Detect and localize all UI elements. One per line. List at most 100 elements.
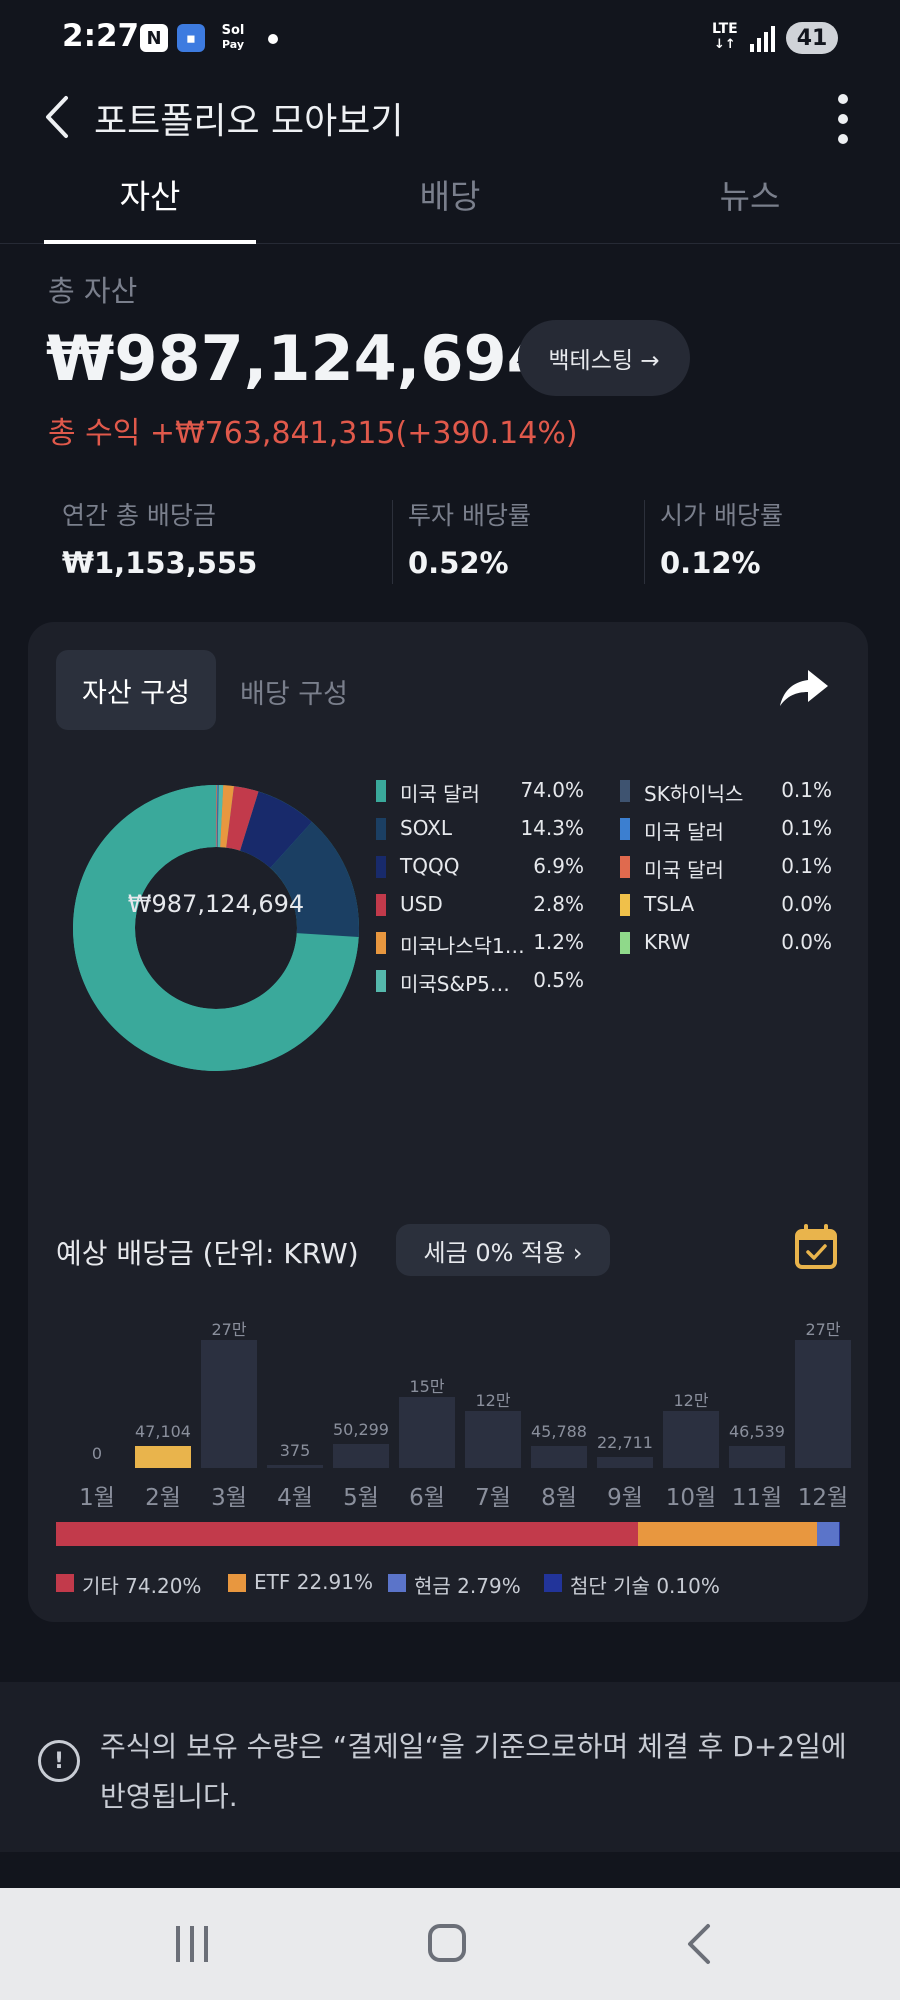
legend-percent: 1.2% <box>533 930 584 954</box>
legend-name: SK하이닉스 <box>644 782 744 806</box>
bar-value-label: 27만 <box>211 1320 247 1339</box>
dividend-bar[interactable] <box>333 1444 389 1468</box>
legend-swatch <box>376 894 386 916</box>
sector-label: 현금 2.79% <box>414 1574 521 1598</box>
dividend-bar[interactable] <box>135 1445 191 1468</box>
bar-value-label: 46,539 <box>729 1421 785 1441</box>
legend-name: 미국 달러 <box>644 858 724 882</box>
legend-percent: 0.0% <box>781 930 832 954</box>
legend-name: USD <box>400 892 443 916</box>
naver-notification-icon: N <box>140 24 168 52</box>
home-icon[interactable] <box>428 1924 466 1962</box>
settlement-notice: ! 주식의 보유 수량은 “결제일“을 기준으로하며 체결 후 D+2일에 반영… <box>0 1682 900 1852</box>
total-assets-value: ₩987,124,694 <box>46 322 550 395</box>
month-label: 8월 <box>541 1485 577 1511</box>
sector-label: ETF 22.91% <box>254 1570 373 1594</box>
bar-value-label: 22,711 <box>597 1433 653 1453</box>
sector-stacked-bar <box>56 1522 840 1546</box>
bar-value-label: 50,299 <box>333 1420 389 1440</box>
legend-name: 미국 달러 <box>644 820 724 844</box>
tab-dividend-composition[interactable]: 배당 구성 <box>240 679 348 710</box>
tab-assets[interactable]: 자산 <box>119 177 181 216</box>
total-assets-label: 총 자산 <box>48 274 138 308</box>
donut-slice <box>225 786 259 851</box>
legend-item: 미국나스닥1… 1.2% <box>376 926 584 958</box>
sol-pay-top: Sol <box>221 23 245 38</box>
legend-percent: 74.0% <box>520 778 584 802</box>
dividend-bar[interactable] <box>267 1465 323 1468</box>
sector-swatch <box>228 1574 246 1592</box>
dividend-bar[interactable] <box>201 1340 257 1468</box>
sol-pay-icon: Sol Pay <box>217 20 249 56</box>
share-icon[interactable] <box>778 666 830 710</box>
legend-item: TSLA 0.0% <box>620 888 832 918</box>
month-label: 6월 <box>409 1485 445 1511</box>
month-label: 12월 <box>797 1485 849 1511</box>
bar-value-label: 45,788 <box>531 1422 587 1442</box>
tab-dividends[interactable]: 배당 <box>419 177 481 216</box>
battery-icon: 41 <box>786 22 838 54</box>
legend-item: KRW 0.0% <box>620 926 832 956</box>
tab-news[interactable]: 뉴스 <box>719 177 781 216</box>
dividend-bar[interactable] <box>465 1411 521 1468</box>
legend-swatch <box>620 894 630 916</box>
stat-market-yield: 시가 배당률 0.12% <box>646 496 783 588</box>
expected-dividend-bar-chart: 0 1월 47,104 2월 27만 3월 375 4월 50,299 5월 15만 6월 12만 7월 4… <box>56 1302 851 1542</box>
bar-value-label: 375 <box>279 1441 311 1460</box>
month-label: 5월 <box>343 1485 379 1511</box>
stat-investment-yield: 투자 배당률 0.52% <box>394 496 531 588</box>
portfolio-card: 자산 구성 배당 구성 ₩987,124,694 미국 달러 74.0% SOXL 1… <box>28 622 868 1622</box>
bar-value-label: 0 <box>91 1444 103 1463</box>
calendar-icon[interactable] <box>794 1224 838 1270</box>
legend-item: 미국S&P5… 0.5% <box>376 964 584 996</box>
legend-name: TQQQ <box>400 854 460 878</box>
legend-swatch <box>620 932 630 954</box>
donut-center-value: ₩987,124,694 <box>127 890 305 918</box>
asset-donut-chart <box>73 784 359 1071</box>
dividend-bar[interactable] <box>597 1457 653 1468</box>
stat-value: 0.12% <box>660 546 761 580</box>
dividend-bar[interactable] <box>729 1445 785 1468</box>
backtesting-button[interactable]: 백테스팅 → <box>518 320 690 396</box>
signal-icon <box>750 26 778 52</box>
tax-setting-chip[interactable]: 세금 0% 적용 › <box>396 1224 610 1276</box>
dividend-bar[interactable] <box>663 1411 719 1468</box>
donut-slice <box>219 785 234 848</box>
sector-swatch <box>388 1574 406 1592</box>
system-nav-bar <box>0 1888 900 2000</box>
stat-value: 0.52% <box>408 546 509 580</box>
legend-name: 미국나스닥1… <box>400 934 525 958</box>
legend-percent: 0.5% <box>533 968 584 992</box>
legend-name: 미국S&P5… <box>400 972 510 996</box>
app-header: 포트폴리오 모아보기 <box>0 76 900 156</box>
dividend-bar[interactable] <box>531 1446 587 1468</box>
more-options-icon[interactable] <box>826 92 860 146</box>
network-label: LTE <box>712 21 738 37</box>
legend-swatch <box>620 780 630 802</box>
month-label: 4월 <box>277 1485 313 1511</box>
dividend-bar[interactable] <box>795 1340 851 1468</box>
legend-item: TQQQ 6.9% <box>376 850 584 880</box>
status-bar: 2:27 N ◼︎ Sol Pay LTE ↓↑ 41 <box>0 0 900 76</box>
recent-apps-icon[interactable] <box>176 1926 212 1962</box>
legend-percent: 6.9% <box>533 854 584 878</box>
legend-item: 미국 달러 0.1% <box>620 812 832 844</box>
bar-value-label: 27만 <box>805 1320 841 1339</box>
sector-segment <box>637 1522 818 1546</box>
legend-percent: 0.1% <box>781 778 832 802</box>
network-type: LTE ↓↑ <box>712 21 738 53</box>
stat-divider <box>392 500 393 584</box>
dividend-bar[interactable] <box>399 1396 455 1468</box>
tab-asset-composition[interactable]: 자산 구성 <box>56 650 216 730</box>
active-tab-indicator <box>44 240 256 244</box>
legend-name: KRW <box>644 930 690 954</box>
month-label: 1월 <box>79 1485 115 1511</box>
month-label: 3월 <box>211 1485 247 1511</box>
sector-label: 첨단 기술 0.10% <box>570 1574 720 1598</box>
bar-value-label: 15만 <box>409 1376 445 1396</box>
system-back-icon[interactable] <box>684 1922 714 1966</box>
month-label: 10월 <box>665 1485 717 1511</box>
stat-label: 연간 총 배당금 <box>62 501 216 530</box>
legend-percent: 0.0% <box>781 892 832 916</box>
back-arrow-icon[interactable] <box>38 92 78 142</box>
